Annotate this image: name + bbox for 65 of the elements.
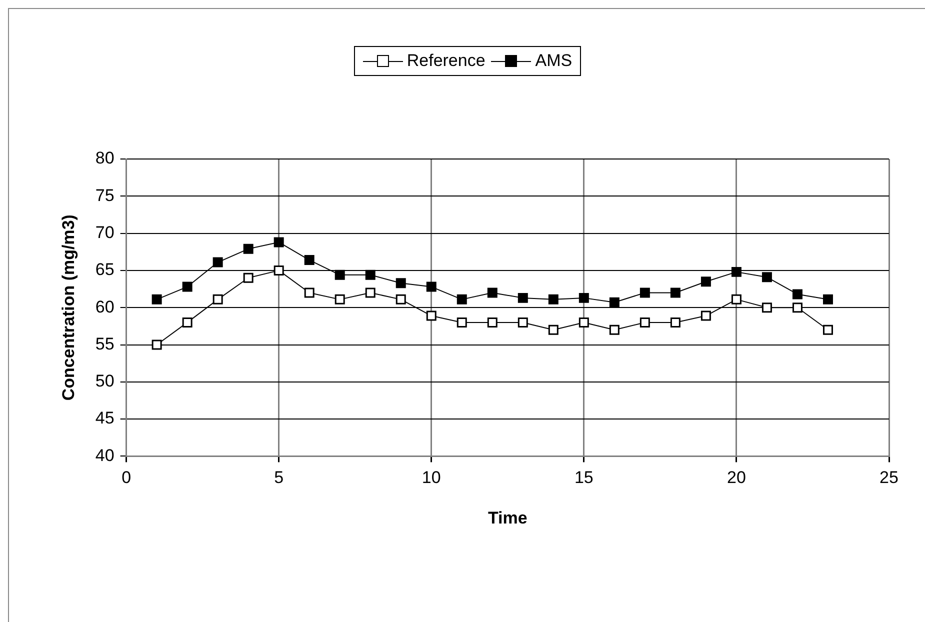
point [426, 310, 436, 321]
point [518, 292, 528, 303]
point [456, 317, 467, 328]
point [426, 282, 436, 292]
x-tick-label: 20 [727, 468, 746, 488]
point [731, 294, 742, 304]
point [243, 244, 254, 254]
y-tick-label: 65 [95, 260, 114, 280]
y-tick-label: 40 [95, 446, 114, 465]
x-tick-label: 25 [880, 468, 898, 488]
point [456, 294, 467, 304]
point [334, 270, 345, 280]
point [548, 294, 558, 304]
point [365, 288, 376, 298]
point [518, 317, 528, 328]
y-tick-label: 80 [95, 148, 114, 168]
x-tick-label: 0 [122, 468, 132, 488]
point [700, 310, 711, 321]
y-tick-label: 55 [95, 334, 114, 354]
point [487, 288, 498, 298]
point [792, 289, 802, 300]
point [182, 282, 192, 292]
point [548, 324, 558, 335]
point [822, 294, 833, 304]
point [274, 265, 284, 276]
y-axis-title: Concentration (mg/m3) [58, 214, 78, 401]
point [243, 272, 254, 283]
y-tick-label: 70 [95, 222, 114, 242]
x-tick-label: 5 [274, 468, 284, 488]
y-tick-label: 50 [95, 372, 114, 391]
point [304, 288, 314, 298]
point [609, 297, 620, 308]
point [182, 317, 192, 328]
y-tick-label: 75 [95, 186, 114, 205]
point [212, 294, 223, 304]
point [609, 324, 620, 335]
point [731, 266, 742, 277]
point [762, 272, 772, 282]
legend-label: Reference [406, 51, 486, 71]
point [274, 237, 284, 248]
point [762, 302, 772, 313]
point [640, 288, 650, 298]
point [152, 340, 162, 350]
point [396, 278, 406, 288]
point [670, 288, 680, 298]
point [578, 292, 589, 303]
y-tick-label: 60 [95, 297, 114, 316]
x-axis-title: Time [488, 508, 528, 528]
point [396, 294, 406, 304]
y-tick-label: 45 [95, 408, 114, 428]
point [640, 317, 650, 328]
point [487, 317, 498, 328]
point [152, 294, 162, 304]
point [365, 270, 376, 280]
point [212, 257, 223, 268]
point [792, 302, 802, 313]
point [304, 255, 314, 266]
x-tick-label: 15 [574, 468, 594, 488]
legend-label: AMS [535, 51, 572, 71]
point [334, 294, 345, 304]
point [670, 317, 680, 328]
point [822, 324, 833, 335]
x-tick-label: 10 [422, 468, 441, 488]
point [578, 317, 589, 328]
point [700, 276, 711, 287]
